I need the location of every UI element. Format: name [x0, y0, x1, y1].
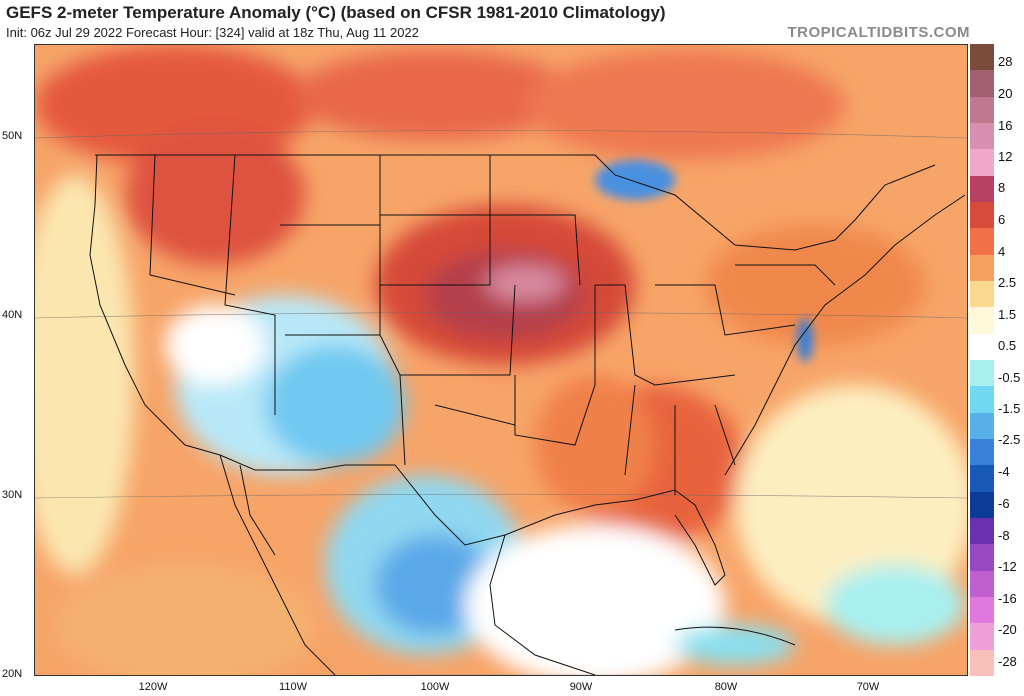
colorbar-swatch [970, 386, 994, 414]
colorbar-swatch [970, 70, 994, 98]
header: GEFS 2-meter Temperature Anomaly (°C) (b… [0, 0, 1024, 44]
colorbar-swatch [970, 649, 994, 677]
colorbar-label: -28 [998, 654, 1017, 669]
colorbar-swatch [970, 412, 994, 440]
colorbar-label: -1.5 [998, 401, 1021, 416]
colorbar-swatch [970, 333, 994, 361]
lat-label-50n: 50N [2, 130, 23, 142]
colorbar-label: -8 [998, 528, 1010, 543]
anomaly-map [34, 44, 968, 676]
colorbar-label: 16 [998, 118, 1013, 133]
colorbar-label: 28 [998, 54, 1013, 69]
colorbar-swatch [970, 149, 994, 177]
forecast-info: Init: 06z Jul 29 2022 Forecast Hour: [32… [6, 25, 419, 40]
colorbar-swatch [970, 570, 994, 598]
lat-label-20n: 20N [2, 668, 23, 680]
colorbar-swatch [970, 96, 994, 124]
colorbar-swatch [970, 281, 994, 308]
colorbar-swatch [970, 544, 994, 572]
lat-label-30n: 30N [2, 489, 23, 501]
colorbar-label: 20 [998, 86, 1013, 101]
colorbar-label: -2.5 [998, 432, 1021, 447]
colorbar-label: 0.5 [998, 338, 1017, 353]
colorbar-swatch [970, 360, 994, 387]
colorbar-label: 2.5 [998, 275, 1017, 290]
colorbar-swatch [970, 623, 994, 651]
lon-label-90w: 90W [569, 681, 593, 693]
colorbar-swatch [970, 44, 994, 71]
lon-label-80w: 80W [714, 681, 738, 693]
colorbar-swatch [970, 465, 994, 493]
colorbar-swatch [970, 307, 994, 335]
political-boundaries [89, 154, 966, 675]
colorbar-label: -4 [998, 464, 1010, 479]
colorbar [970, 44, 994, 677]
colorbar-swatch [970, 439, 994, 466]
chart-title: GEFS 2-meter Temperature Anomaly (°C) (b… [6, 3, 666, 22]
lon-label-110w: 110W [279, 681, 307, 693]
colorbar-label: 12 [998, 149, 1013, 164]
lon-label-70w: 70W [856, 681, 880, 693]
colorbar-label: 8 [998, 180, 1006, 195]
colorbar-label: 6 [998, 212, 1006, 227]
colorbar-label: 4 [998, 244, 1006, 259]
lon-label-100w: 100W [420, 681, 450, 693]
colorbar-swatch [970, 597, 994, 624]
lake-anomalies [595, 160, 813, 362]
colorbar-label: -12 [998, 559, 1017, 574]
colorbar-swatch [970, 228, 994, 256]
colorbar-swatch [970, 202, 994, 229]
colorbar-label: -16 [998, 591, 1017, 606]
colorbar-swatch [970, 254, 994, 282]
map-svg [35, 45, 967, 675]
anomaly-field [35, 45, 967, 675]
lat-label-40n: 40N [2, 309, 23, 321]
site-brand: TROPICALTIDBITS.COM [787, 24, 970, 41]
colorbar-label: 1.5 [998, 307, 1017, 322]
colorbar-swatch [970, 175, 994, 203]
colorbar-swatch [970, 518, 994, 545]
lon-label-120w: 120W [138, 681, 168, 693]
colorbar-swatch [970, 491, 994, 519]
colorbar-label: -0.5 [998, 370, 1021, 385]
graticule [35, 130, 967, 675]
colorbar-label: -6 [998, 496, 1010, 511]
colorbar-label: -20 [998, 622, 1017, 637]
colorbar-swatch [970, 123, 994, 150]
